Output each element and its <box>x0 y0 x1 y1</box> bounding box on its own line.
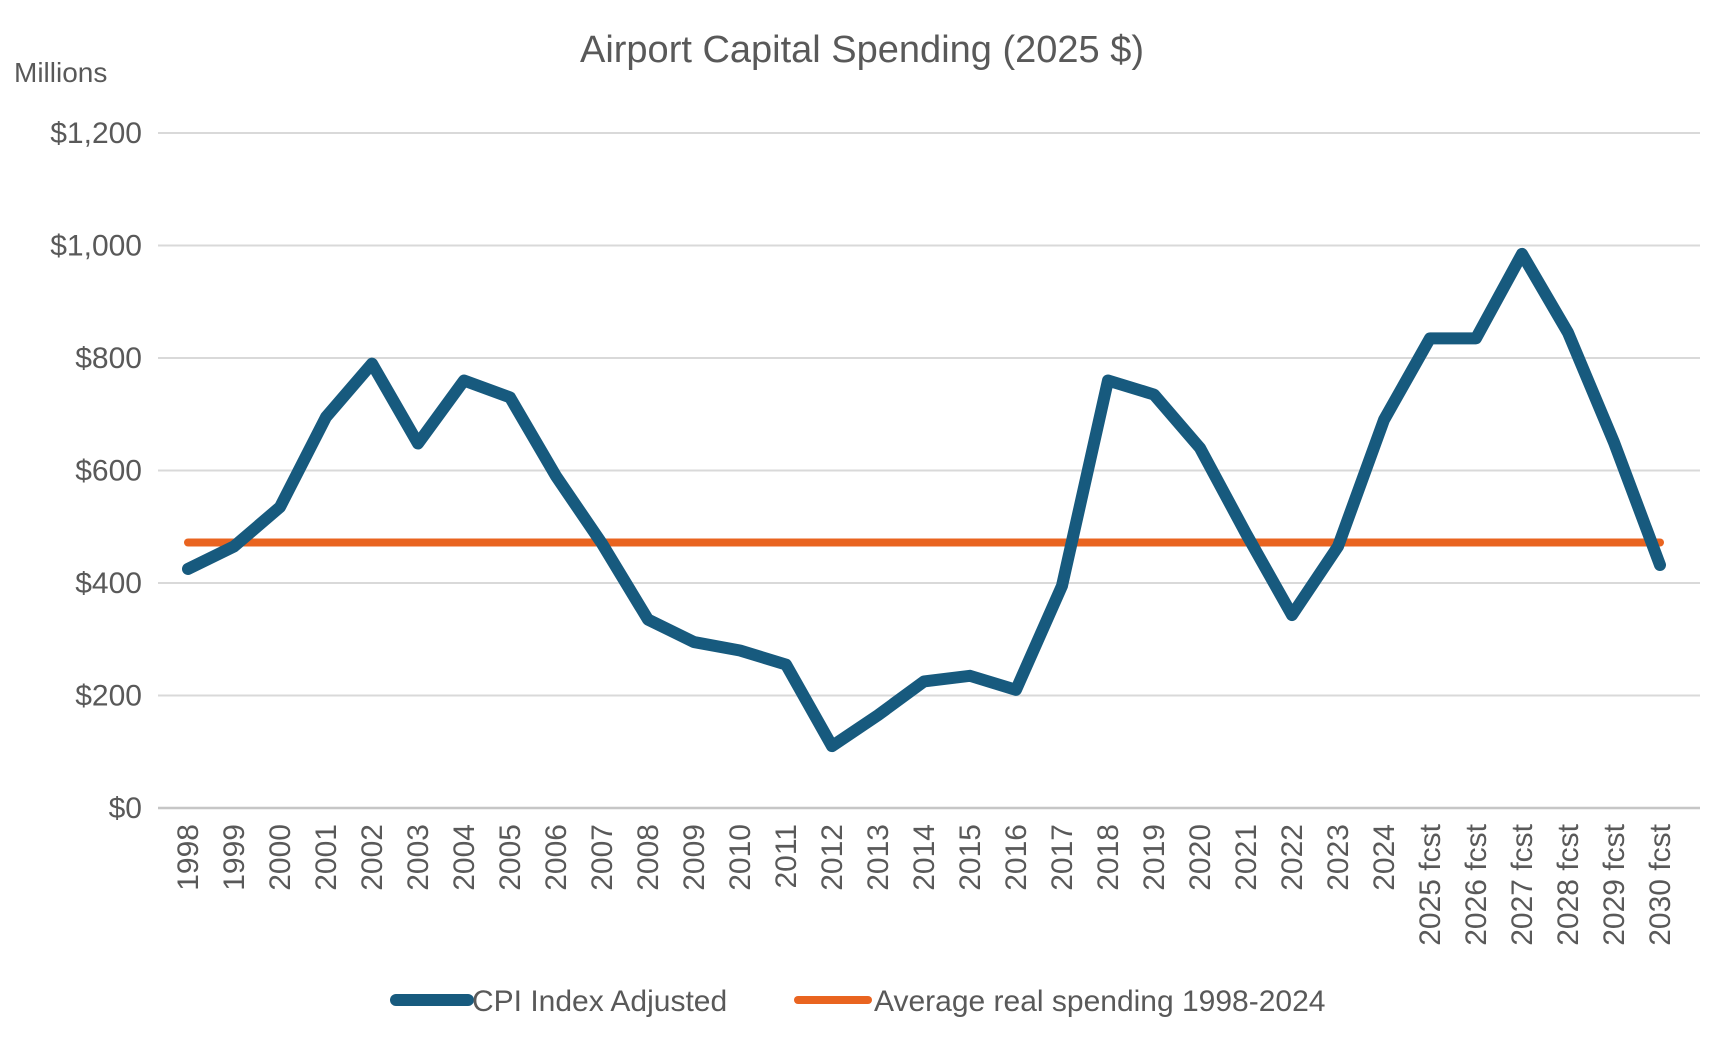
x-axis-tick-label: 2021 <box>1230 824 1263 891</box>
x-axis-tick-label: 2009 <box>678 824 711 891</box>
y-axis-tick-label: $400 <box>75 567 142 600</box>
x-axis-tick-label: 2019 <box>1138 824 1171 891</box>
x-axis-tick-label: 1998 <box>172 824 205 891</box>
x-axis-tick-label: 2002 <box>356 824 389 891</box>
x-axis-tick-label: 2005 <box>494 824 527 891</box>
x-axis-tick-label: 2024 <box>1368 824 1401 891</box>
y-axis-tick-labels: $0 $200 $400 $600 $800 $1,000 $1,200 <box>50 117 142 825</box>
x-axis-tick-label: 2029 fcst <box>1598 823 1631 945</box>
y-axis-tick-label: $600 <box>75 455 142 488</box>
x-axis-tick-label: 2018 <box>1092 824 1125 891</box>
x-axis-tick-label: 2022 <box>1276 824 1309 891</box>
x-axis-tick-label: 1999 <box>218 824 251 891</box>
y-axis-tick-label: $200 <box>75 680 142 713</box>
x-axis-tick-label: 2001 <box>310 824 343 891</box>
x-axis-tick-label: 2030 fcst <box>1644 823 1677 945</box>
x-axis-tick-label: 2013 <box>862 824 895 891</box>
x-axis-tick-label: 2008 <box>632 824 665 891</box>
x-axis-tick-label: 2028 fcst <box>1552 823 1585 945</box>
x-axis-tick-label: 2026 fcst <box>1460 823 1493 945</box>
legend: CPI Index Adjusted Average real spending… <box>390 985 1325 1018</box>
x-axis-tick-label: 2023 <box>1322 824 1355 891</box>
y-axis-tick-label: $1,000 <box>50 230 142 263</box>
x-axis-tick-label: 2020 <box>1184 824 1217 891</box>
chart-title: Airport Capital Spending (2025 $) <box>580 29 1144 71</box>
y-axis-tick-label: $1,200 <box>50 117 142 150</box>
x-axis-tick-label: 2015 <box>954 824 987 891</box>
y-axis-tick-label: $800 <box>75 342 142 375</box>
x-axis-tick-label: 2014 <box>908 824 941 891</box>
data-series <box>182 247 1666 753</box>
x-axis-tick-label: 2025 fcst <box>1414 823 1447 945</box>
x-axis-tick-label: 2027 fcst <box>1506 823 1539 945</box>
x-axis-tick-label: 2016 <box>1000 824 1033 891</box>
y-axis-unit-label: Millions <box>14 57 107 88</box>
x-axis-tick-label: 2012 <box>816 824 849 891</box>
cpi-index-adjusted-line <box>182 247 1666 753</box>
x-axis-tick-labels: 1998 1999 2000 2001 2002 2003 2004 2005 2006 2007… <box>172 823 1677 945</box>
x-axis-tick-label: 2011 <box>770 824 803 889</box>
x-axis-tick-label: 2003 <box>402 824 435 891</box>
x-axis-tick-label: 2006 <box>540 824 573 891</box>
x-axis-tick-label: 2000 <box>264 824 297 891</box>
legend-label-average: Average real spending 1998-2024 <box>874 985 1325 1018</box>
y-axis-tick-label: $0 <box>109 792 142 825</box>
legend-label-cpi: CPI Index Adjusted <box>472 985 727 1018</box>
x-axis-tick-label: 2007 <box>586 824 619 891</box>
x-axis-tick-label: 2010 <box>724 824 757 891</box>
x-axis-tick-label: 2004 <box>448 824 481 891</box>
x-axis-tick-label: 2017 <box>1046 824 1079 891</box>
gridlines <box>158 132 1700 810</box>
